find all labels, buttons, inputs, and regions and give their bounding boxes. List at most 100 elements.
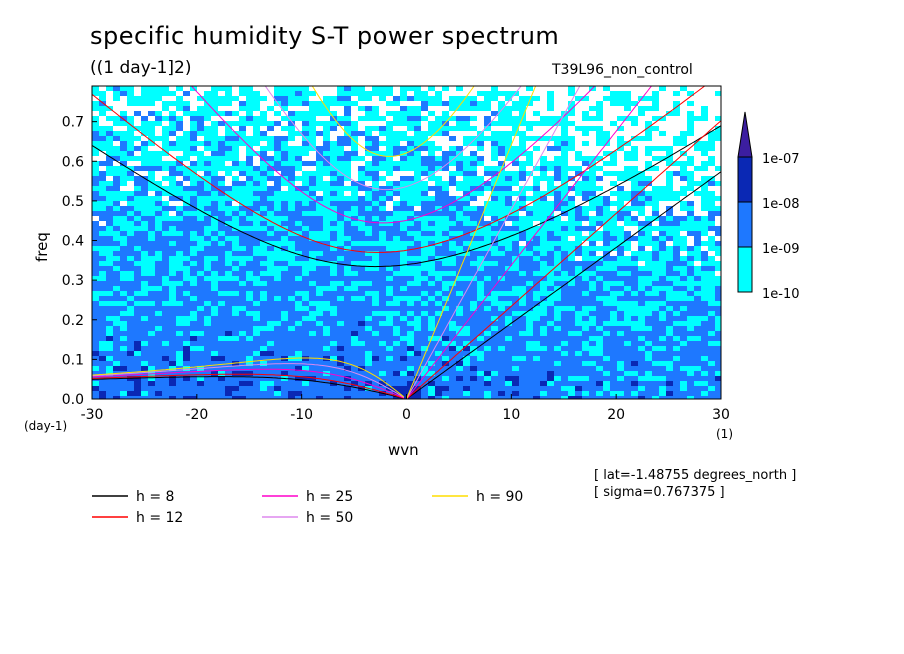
heatmap-cell: [617, 351, 625, 357]
heatmap-cell: [414, 351, 422, 357]
heatmap-cell: [421, 321, 429, 327]
heatmap-cell: [351, 131, 359, 137]
heatmap-cell: [372, 266, 380, 272]
heatmap-cell: [176, 321, 184, 327]
heatmap-cell: [498, 201, 506, 207]
heatmap-cell: [526, 356, 534, 362]
heatmap-cell: [365, 271, 373, 277]
heatmap-cell: [484, 316, 492, 322]
heatmap-cell: [379, 236, 387, 242]
heatmap-cell: [659, 171, 667, 177]
heatmap-cell: [708, 186, 716, 192]
heatmap-cell: [568, 246, 576, 252]
heatmap-cell: [449, 251, 457, 257]
heatmap-cell: [519, 276, 527, 282]
heatmap-cell: [428, 321, 436, 327]
heatmap-cell: [309, 361, 317, 367]
heatmap-cell: [645, 296, 653, 302]
heatmap-cell: [211, 246, 219, 252]
heatmap-cell: [239, 221, 247, 227]
heatmap-cell: [456, 351, 464, 357]
heatmap-cell: [533, 331, 541, 337]
heatmap-cell: [393, 231, 401, 237]
heatmap-cell: [344, 166, 352, 172]
heatmap-cell: [610, 356, 618, 362]
heatmap-cell: [99, 306, 107, 312]
heatmap-cell: [638, 346, 646, 352]
heatmap-cell: [239, 296, 247, 302]
heatmap-cell: [232, 276, 240, 282]
heatmap-cell: [246, 296, 254, 302]
heatmap-cell: [162, 116, 170, 122]
heatmap-cell: [421, 266, 429, 272]
heatmap-cell: [645, 336, 653, 342]
heatmap-cell: [99, 101, 107, 107]
heatmap-cell: [302, 291, 310, 297]
heatmap-cell: [204, 336, 212, 342]
heatmap-cell: [379, 261, 387, 267]
heatmap-cell: [680, 256, 688, 262]
heatmap-cell: [708, 246, 716, 252]
heatmap-cell: [113, 336, 121, 342]
heatmap-cell: [708, 296, 716, 302]
heatmap-cell: [715, 111, 721, 117]
heatmap-cell: [512, 296, 520, 302]
heatmap-cell: [393, 151, 401, 157]
heatmap-cell: [176, 331, 184, 337]
heatmap-cell: [484, 136, 492, 142]
heatmap-cell: [715, 146, 721, 152]
heatmap-cell: [442, 311, 450, 317]
heatmap-cell: [547, 326, 555, 332]
heatmap-cell: [99, 201, 107, 207]
heatmap-cell: [316, 156, 324, 162]
heatmap-cell: [617, 251, 625, 257]
heatmap-cell: [120, 311, 128, 317]
heatmap-cell: [477, 241, 485, 247]
heatmap-cell: [694, 336, 702, 342]
heatmap-cell: [519, 331, 527, 337]
heatmap-cell: [561, 251, 569, 257]
heatmap-cell: [344, 336, 352, 342]
heatmap-cell: [211, 321, 219, 327]
heatmap-cell: [400, 186, 408, 192]
heatmap-cell: [379, 96, 387, 102]
heatmap-cell: [673, 256, 681, 262]
heatmap-cell: [547, 111, 555, 117]
heatmap-cell: [554, 171, 562, 177]
heatmap-cell: [701, 311, 709, 317]
heatmap-cell: [162, 356, 170, 362]
heatmap-cell: [302, 181, 310, 187]
heatmap-cell: [274, 341, 282, 347]
heatmap-cell: [673, 311, 681, 317]
heatmap-cell: [652, 236, 660, 242]
heatmap-cell: [659, 206, 667, 212]
heatmap-cell: [554, 276, 562, 282]
heatmap-cell: [295, 261, 303, 267]
heatmap-cell: [694, 276, 702, 282]
heatmap-cell: [309, 116, 317, 122]
heatmap-cell: [687, 321, 695, 327]
heatmap-cell: [596, 251, 604, 257]
heatmap-cell: [470, 246, 478, 252]
heatmap-cell: [344, 356, 352, 362]
heatmap-cell: [239, 126, 247, 132]
heatmap-cell: [645, 101, 653, 107]
heatmap-cell: [694, 271, 702, 277]
heatmap-cell: [274, 176, 282, 182]
heatmap-cell: [232, 181, 240, 187]
heatmap-cell: [421, 196, 429, 202]
heatmap-cell: [547, 106, 555, 112]
heatmap-cell: [92, 121, 100, 127]
heatmap-cell: [505, 151, 513, 157]
heatmap-cell: [624, 301, 632, 307]
heatmap-cell: [533, 256, 541, 262]
heatmap-cell: [253, 186, 261, 192]
heatmap-cell: [113, 286, 121, 292]
heatmap-cell: [260, 301, 268, 307]
heatmap-cell: [295, 136, 303, 142]
heatmap-cell: [491, 306, 499, 312]
heatmap-cell: [120, 146, 128, 152]
heatmap-cell: [379, 256, 387, 262]
heatmap-cell: [603, 211, 611, 217]
heatmap-cell: [694, 206, 702, 212]
